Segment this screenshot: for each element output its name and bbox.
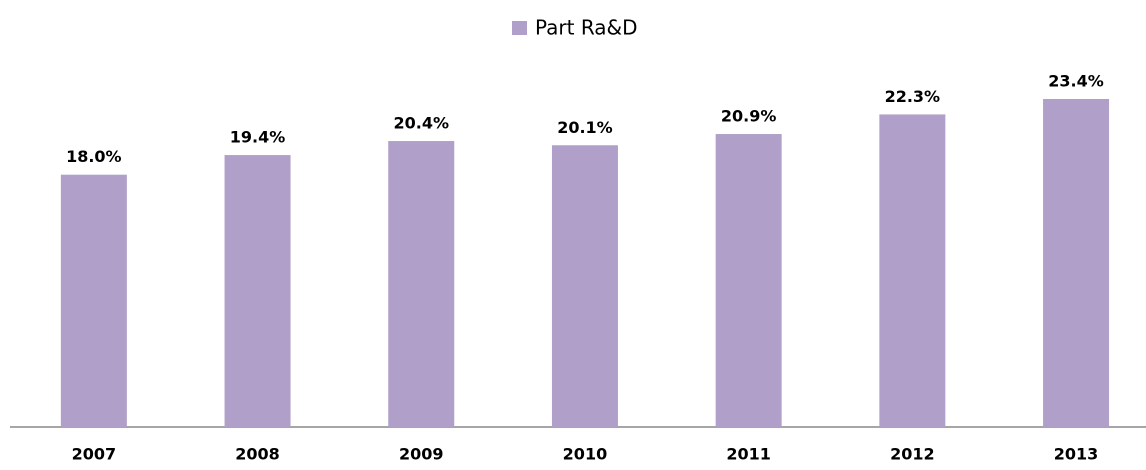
data-label: 23.4% — [1048, 72, 1104, 91]
data-label: 18.0% — [66, 147, 122, 166]
x-tick-label: 2010 — [563, 445, 608, 464]
bar — [224, 155, 291, 428]
data-label: 19.4% — [230, 128, 286, 147]
bar — [879, 114, 946, 428]
x-tick-label: 2009 — [399, 445, 444, 464]
bar — [1043, 99, 1110, 427]
x-tick-label: 2012 — [890, 445, 935, 464]
legend-label: Part Ra&D — [535, 16, 638, 40]
data-label: 20.4% — [393, 114, 449, 133]
x-tick-label: 2011 — [726, 445, 771, 464]
data-label: 20.9% — [721, 107, 777, 126]
bar — [388, 141, 455, 428]
data-label: 22.3% — [885, 87, 941, 106]
bar — [551, 145, 618, 427]
x-tick-label: 2007 — [72, 445, 117, 464]
x-tick-label: 2008 — [235, 445, 280, 464]
x-tick-label: 2013 — [1054, 445, 1099, 464]
bar — [715, 134, 782, 428]
bar — [60, 174, 127, 427]
legend-swatch — [512, 21, 527, 35]
data-label: 20.1% — [557, 118, 613, 137]
